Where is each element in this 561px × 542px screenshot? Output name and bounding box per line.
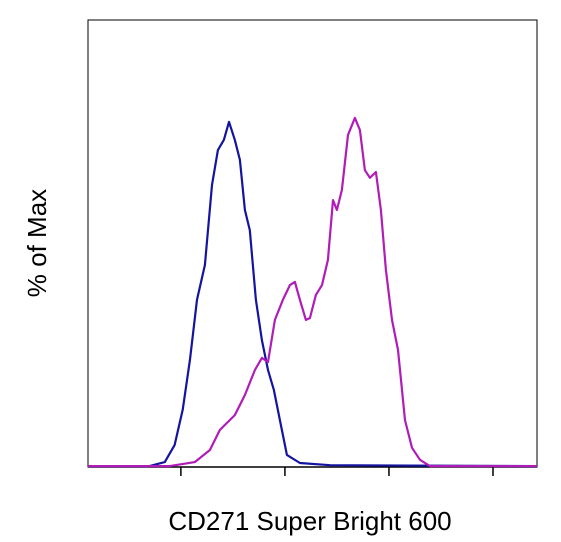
x-axis-label: CD271 Super Bright 600 — [168, 506, 451, 536]
histogram-line — [88, 116, 537, 468]
plot-frame — [87, 19, 538, 468]
histogram-line — [88, 120, 538, 468]
y-axis-label: % of Max — [22, 189, 52, 297]
